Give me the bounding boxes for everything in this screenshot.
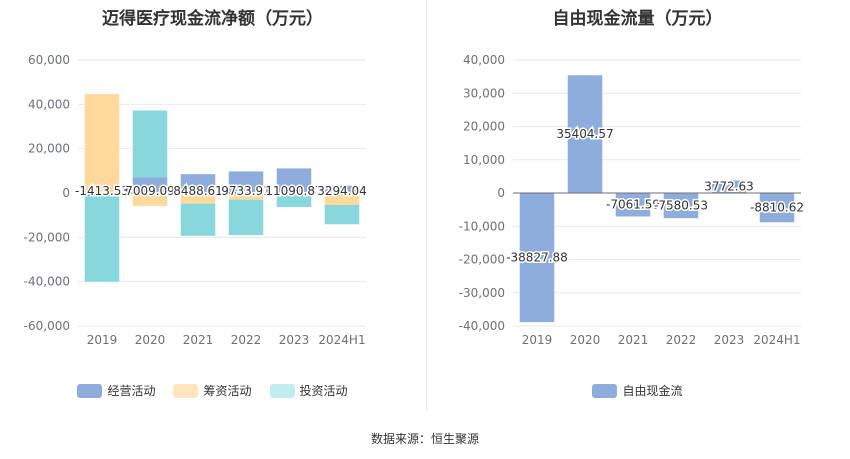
legend-item-investing[interactable]: 投资活动: [269, 382, 348, 399]
y-tick-label: 10,000: [463, 153, 505, 167]
bar-2: [84, 94, 120, 193]
data-label: -1413.53: [75, 184, 129, 198]
data-label: -8810.62: [750, 201, 804, 215]
free-cashflow-chart-panel: 自由现金流量（万元） -40,000 -30,000 -20,000 -10,000 0…: [425, 0, 850, 420]
bar-3: [324, 204, 360, 225]
bar-2: [324, 193, 360, 205]
y-tick-label: -20,000: [24, 230, 70, 244]
chart-title: 自由现金流量（万元）: [552, 9, 723, 29]
data-label: 35404.57: [556, 127, 613, 141]
y-tick-label: 0: [497, 186, 505, 200]
legend-label: 筹资活动: [203, 384, 252, 398]
panel-divider: [426, 0, 427, 410]
bar-2: [180, 193, 216, 204]
bar-2: [132, 193, 168, 206]
legend-swatch: [77, 383, 103, 398]
legend-label: 经营活动: [107, 384, 156, 398]
bar-1: [711, 180, 747, 193]
y-tick-label: -40,000: [24, 275, 70, 289]
bar-2: [228, 193, 264, 200]
cashflow-chart: -60,000 -40,000 -20,000 0 20,000 40,000 60,000…: [24, 53, 369, 347]
x-tick-label: 2019: [87, 333, 118, 347]
chart-title: 迈得医疗现金流净额（万元）: [102, 9, 323, 29]
legend-swatch: [269, 383, 295, 398]
x-tick-label: 2023: [279, 333, 310, 347]
y-tick-label: 0: [62, 186, 70, 200]
x-tick-label: 2021: [618, 333, 649, 347]
legend-item-free-cashflow[interactable]: 自由现金流: [592, 382, 683, 399]
bar-1: [324, 185, 360, 193]
data-label: 8488.61: [173, 184, 223, 198]
legend-item-financing[interactable]: 筹资活动: [173, 382, 252, 399]
y-tick-label: -40,000: [459, 319, 505, 333]
legend-item-operating[interactable]: 经营活动: [77, 382, 155, 399]
data-source: 数据来源：恒生聚源: [370, 432, 479, 446]
data-label: -38827.88: [506, 251, 568, 265]
free-cashflow-chart: -40,000 -30,000 -20,000 -10,000 0 10,000 20,00…: [459, 53, 806, 347]
bar-3: [228, 199, 264, 236]
bar-1: [615, 193, 651, 217]
bar-3: [84, 196, 120, 282]
bar-1: [519, 193, 555, 323]
data-label: -7580.53: [654, 199, 708, 213]
y-tick-label: -30,000: [459, 286, 505, 300]
bar-2: [276, 193, 312, 196]
bar-1: [663, 193, 699, 219]
x-tick-label: 2023: [714, 333, 745, 347]
x-tick-label: 2024H1: [753, 333, 800, 347]
bar-1: [228, 171, 264, 193]
legend-label: 自由现金流: [622, 384, 683, 398]
x-tick-label: 2020: [135, 333, 166, 347]
x-tick-label: 2021: [183, 333, 214, 347]
bar-1: [180, 174, 216, 193]
bar-1: [567, 75, 603, 193]
data-label: 7009.09: [125, 184, 175, 198]
y-tick-label: 20,000: [463, 120, 505, 134]
x-tick-label: 2022: [666, 333, 697, 347]
bar-3: [132, 110, 168, 178]
x-tick-label: 2022: [231, 333, 262, 347]
x-tick-label: 2020: [570, 333, 601, 347]
y-tick-label: 40,000: [463, 53, 505, 67]
legend-swatch: [592, 383, 618, 398]
y-tick-label: 60,000: [28, 53, 70, 67]
legend-label: 投资活动: [299, 384, 348, 398]
y-tick-label: 20,000: [28, 142, 70, 156]
legend: 自由现金流: [425, 382, 850, 399]
x-tick-label: 2024H1: [318, 333, 365, 347]
legend: 经营活动 筹资活动 投资活动: [0, 382, 425, 399]
y-tick-label: 30,000: [463, 86, 505, 100]
data-label: -7061.59: [606, 198, 660, 212]
bar-3: [276, 195, 312, 207]
legend-swatch: [173, 383, 199, 398]
bar-1: [276, 168, 312, 193]
cashflow-chart-panel: 迈得医疗现金流净额（万元） -60,000 -40,000 -20,000 0 20,0…: [0, 0, 425, 420]
data-label: 9733.91: [221, 184, 271, 198]
y-tick-label: -20,000: [459, 253, 505, 267]
bar-3: [180, 203, 216, 236]
y-tick-label: -10,000: [459, 219, 505, 233]
data-label: 3772.63: [704, 180, 754, 194]
bar-1: [84, 193, 120, 197]
x-tick-label: 2019: [522, 333, 553, 347]
y-tick-label: 40,000: [28, 97, 70, 111]
bar-1: [759, 193, 795, 223]
data-label: 3294.04: [317, 184, 367, 198]
data-label: 11090.87: [265, 184, 322, 198]
bar-1: [132, 177, 168, 193]
y-tick-label: -60,000: [24, 319, 70, 333]
